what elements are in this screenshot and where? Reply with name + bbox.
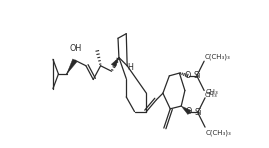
Text: CH₃: CH₃ [206, 89, 219, 95]
Text: O: O [185, 107, 192, 116]
Polygon shape [181, 106, 191, 115]
Text: C(CH₃)₃: C(CH₃)₃ [205, 53, 231, 60]
Text: C(CH₃)₃: C(CH₃)₃ [206, 129, 232, 136]
Text: O: O [185, 71, 191, 80]
Polygon shape [67, 59, 77, 74]
Text: Si: Si [193, 71, 200, 80]
Text: H: H [128, 63, 133, 72]
Polygon shape [111, 58, 119, 67]
Text: OH: OH [70, 44, 82, 53]
Text: Si: Si [194, 108, 201, 117]
Text: CH₃: CH₃ [205, 92, 218, 98]
